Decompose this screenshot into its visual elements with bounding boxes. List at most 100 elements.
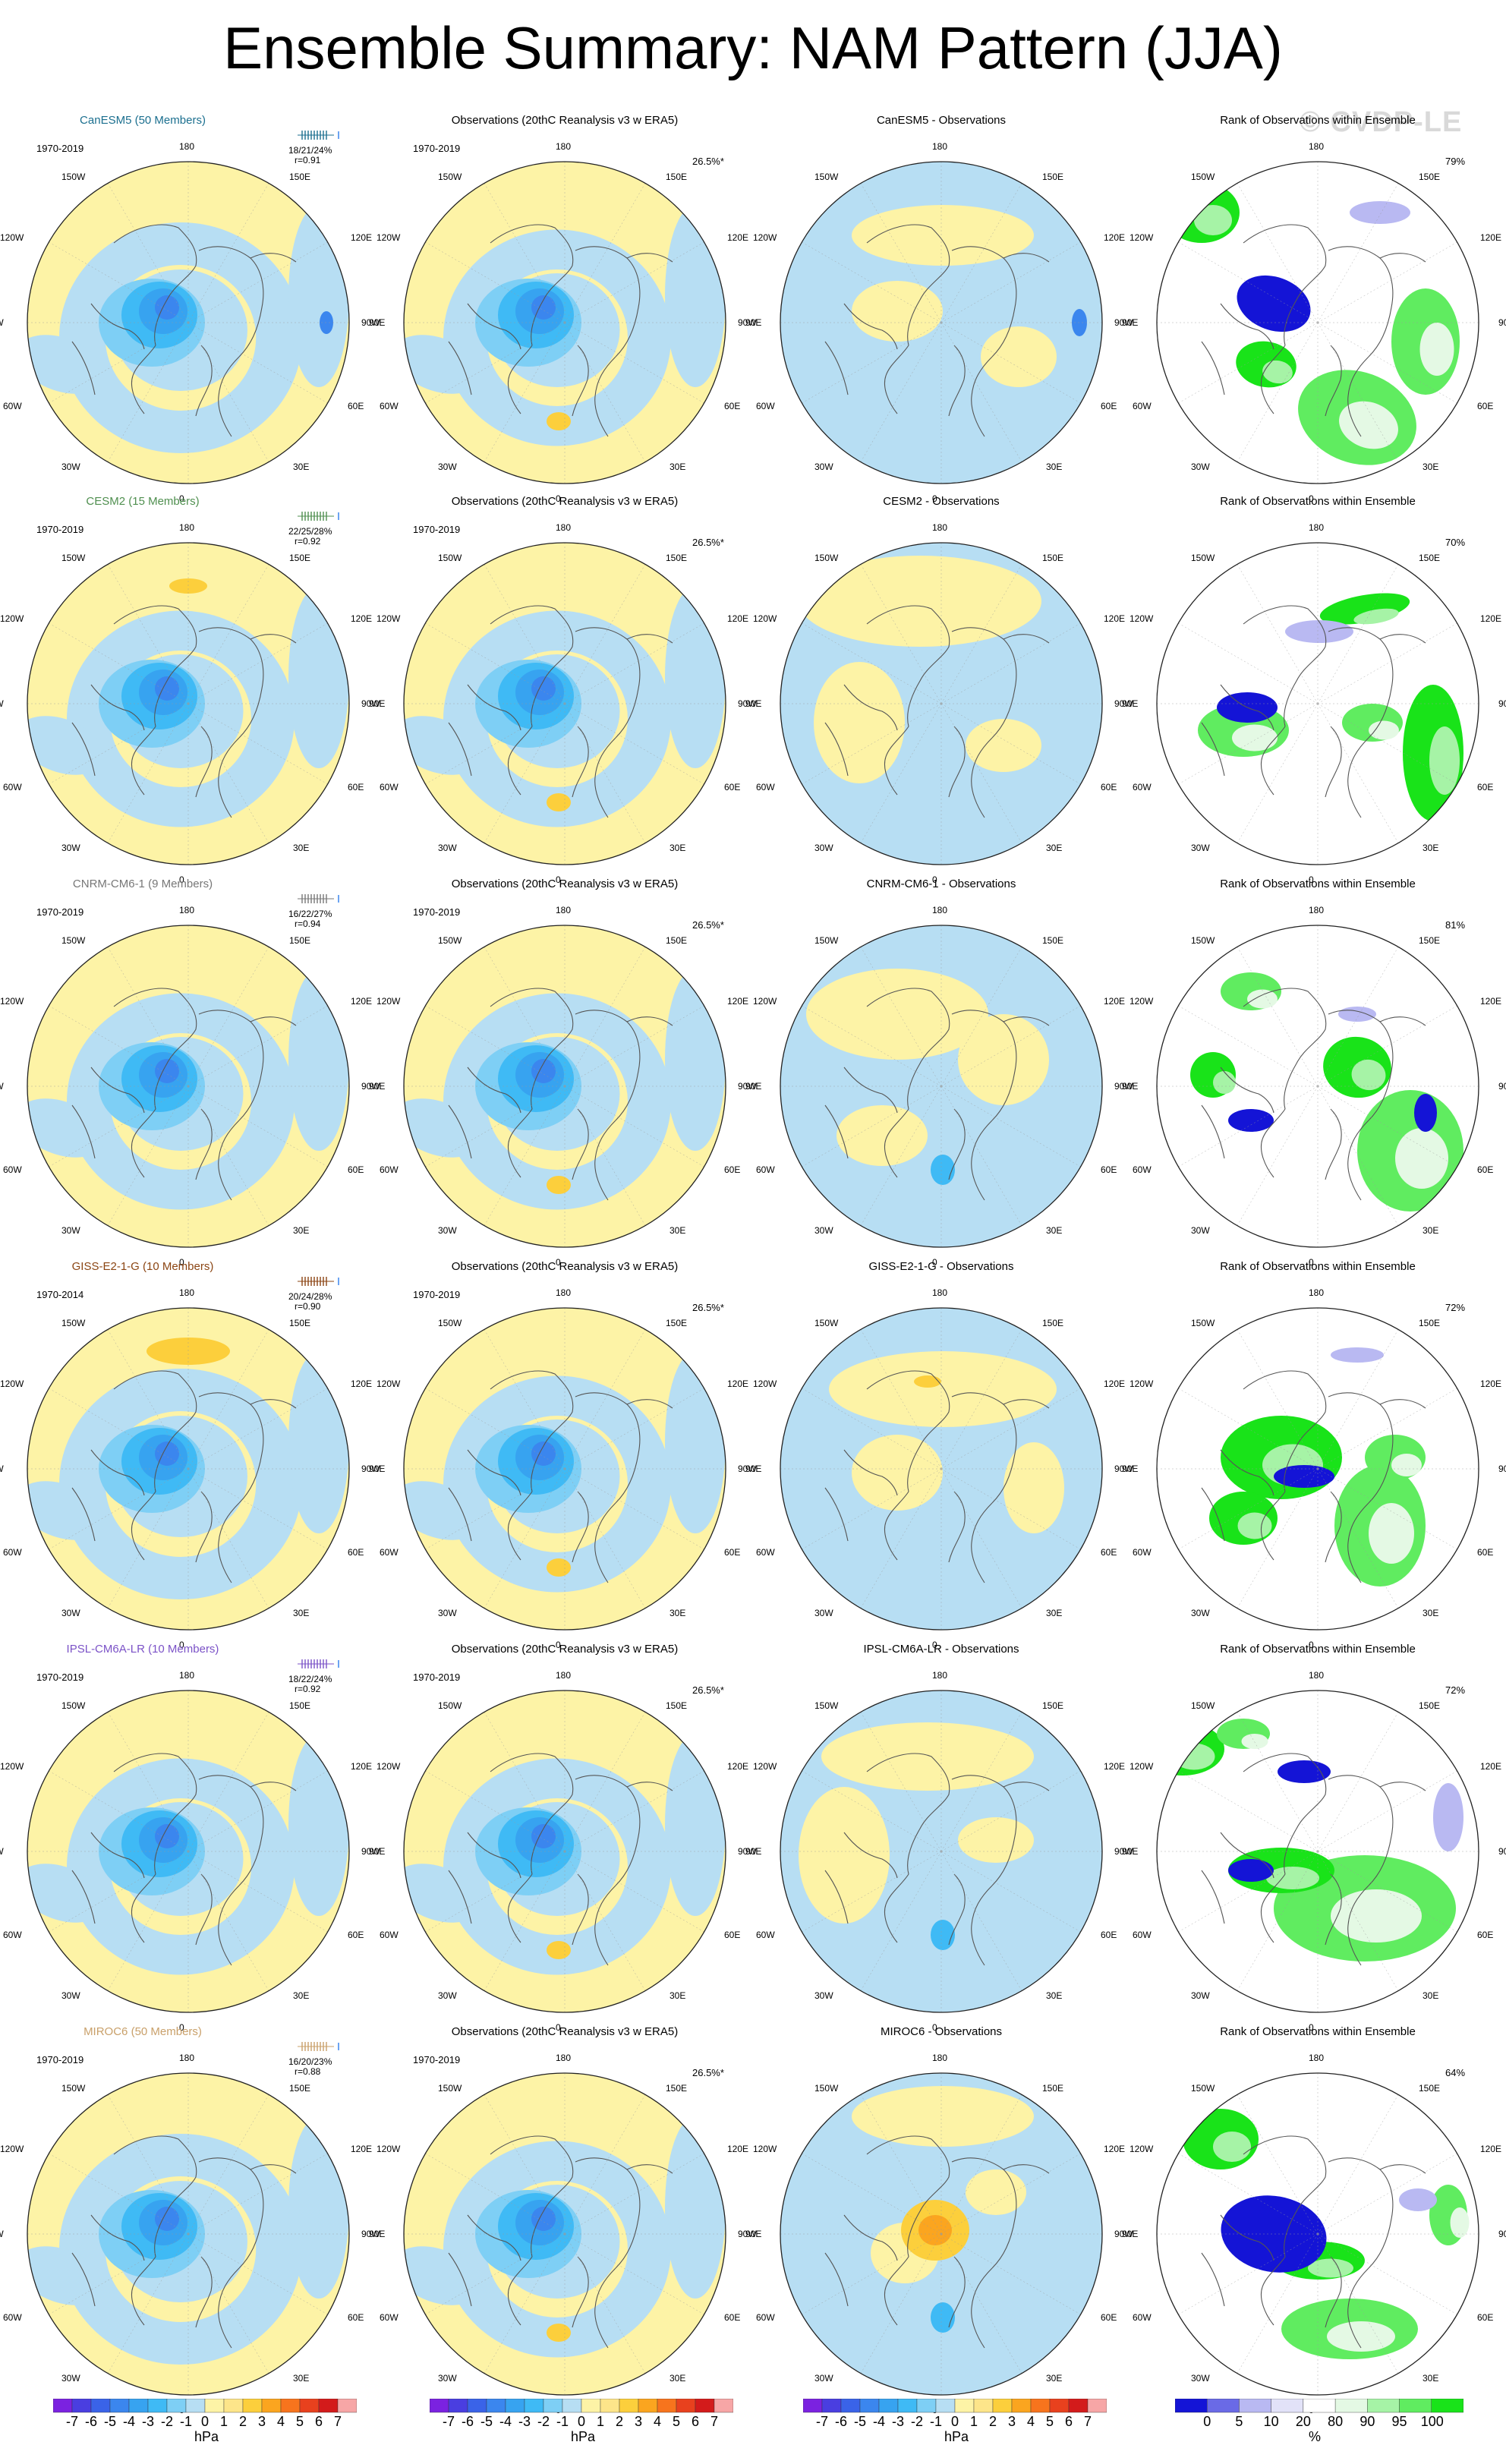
longitude-label: 150E	[666, 935, 688, 946]
coastline	[507, 1108, 533, 1178]
colorbar-swatch	[1367, 2399, 1400, 2413]
longitude-label: 180	[179, 2053, 195, 2063]
rank-region-low	[1228, 1109, 1274, 1132]
longitude-label: 60E	[724, 1547, 741, 1558]
colorbar-tick-label: -7	[65, 2414, 78, 2429]
longitude-label: 150E	[666, 1318, 688, 1328]
coastline	[131, 726, 156, 796]
longitude-label: 120E	[1480, 2144, 1502, 2154]
meridian	[187, 1712, 269, 1852]
longitude-label: 90E	[1122, 1846, 1139, 1857]
meridian	[1317, 1388, 1457, 1470]
meridian	[940, 322, 1081, 404]
meridian	[1237, 322, 1319, 462]
coastline	[594, 1502, 616, 1583]
longitude-label: 150W	[1191, 935, 1215, 946]
obs-title: Observations (20thC Reanalysis v3 w ERA5…	[451, 1260, 679, 1273]
longitude-label: 0	[1309, 1640, 1314, 1650]
longitude-label: 150W	[814, 172, 839, 182]
colorbar-tick-label: 5	[672, 2414, 680, 2429]
diff-map	[780, 1307, 1103, 1631]
meridian	[107, 1085, 189, 1226]
meridian	[49, 1468, 189, 1550]
meridian	[1317, 564, 1399, 704]
meridian	[425, 241, 566, 323]
colorbar-tick-label: -5	[480, 2414, 493, 2429]
meridian	[860, 1085, 942, 1226]
colorbar-tick-label: 2	[238, 2414, 247, 2429]
colorbar-tick-label: 2	[988, 2414, 997, 2429]
coastline	[575, 1392, 641, 1504]
meridian	[564, 1329, 646, 1470]
longitude-label: 60W	[3, 1930, 22, 1940]
coastline	[572, 345, 589, 417]
longitude-label: 90W	[1114, 698, 1133, 709]
colorbar-swatch	[1207, 2399, 1240, 2413]
longitude-label: 180	[556, 522, 572, 533]
colorbar-swatch	[897, 2399, 918, 2413]
meridian	[187, 1851, 269, 1991]
longitude-label: 150E	[1419, 1318, 1441, 1328]
diff-panel: CESM2 - Observations 180 150E 120E 90E 60E 30E…	[738, 495, 1138, 885]
model-map	[27, 1690, 350, 2013]
colorbar-tick-label: 6	[691, 2414, 699, 2429]
longitude-label: 180	[932, 141, 948, 152]
longitude-label: 150W	[814, 935, 839, 946]
negative-anomaly-core	[155, 676, 179, 701]
model-years: 1970-2019	[36, 524, 84, 535]
meridian	[484, 564, 566, 704]
longitude-label: 120E	[727, 232, 749, 243]
model-panel: GISS-E2-1-G (10 Members) 1970-2014 20/24/2…	[0, 1260, 385, 1650]
rank-region-mid	[1395, 1128, 1448, 1189]
colorbar-tick-label: 80	[1328, 2414, 1344, 2429]
coastline	[490, 988, 574, 1110]
stats-correlation: r=0.92	[295, 1684, 321, 1694]
longitude-label: 0	[179, 2022, 184, 2033]
longitude-label: 120E	[1104, 996, 1126, 1007]
rank-panel: Rank of Observations within Ensemble 72% 1…	[1114, 1643, 1506, 2033]
meridian	[187, 1468, 269, 1609]
longitude-label: 30W	[1191, 1990, 1210, 2001]
longitude-label: 120W	[376, 1379, 401, 1389]
coastline	[948, 726, 966, 798]
meridian	[564, 241, 704, 323]
longitude-label: 60W	[3, 782, 22, 792]
negative-anomaly	[288, 586, 349, 768]
negative-anomaly	[288, 1351, 349, 1533]
coastline	[250, 1016, 297, 1026]
coastline	[951, 1010, 1017, 1121]
colorbar-swatch	[1399, 2399, 1432, 2413]
colorbar-tick-label: 0	[1203, 2414, 1211, 2429]
obs-title: Observations (20thC Reanalysis v3 w ERA5…	[451, 1643, 679, 1656]
negative-anomaly	[288, 1734, 349, 1916]
longitude-label: 90E	[1498, 1846, 1506, 1857]
map-boundary	[27, 542, 350, 865]
meridian	[802, 1770, 942, 1852]
longitude-label: 60E	[1101, 1547, 1117, 1558]
coastline	[198, 2157, 264, 2269]
longitude-label: 60E	[348, 1164, 364, 1175]
obs-explained-variance: 26.5%*	[692, 919, 724, 931]
longitude-label: 30E	[1046, 1608, 1063, 1618]
longitude-label: 30E	[293, 462, 310, 472]
colorbar-swatch	[821, 2399, 842, 2413]
meridian	[940, 703, 1081, 785]
meridian	[860, 1712, 942, 1852]
coastline	[594, 1120, 616, 1201]
rank-percent: 79%	[1445, 156, 1466, 167]
model-stats: 16/22/27% r=0.94	[288, 909, 332, 929]
meridian	[187, 1770, 328, 1852]
meridian	[860, 1468, 942, 1609]
stats-correlation: r=0.90	[295, 1301, 321, 1312]
colorbar-swatch	[467, 2399, 487, 2413]
colorbar-swatch	[992, 2399, 1013, 2413]
coastline	[198, 1392, 264, 1504]
longitude-label: 120W	[753, 996, 777, 1007]
map-boundary	[1156, 161, 1479, 484]
positive-anomaly-core	[547, 2324, 571, 2342]
longitude-label: 30E	[1423, 1608, 1439, 1618]
coastline	[90, 684, 145, 731]
longitude-label: 150W	[61, 935, 86, 946]
colorbar-tick-label: -2	[910, 2414, 923, 2429]
longitude-label: 60W	[756, 782, 775, 792]
